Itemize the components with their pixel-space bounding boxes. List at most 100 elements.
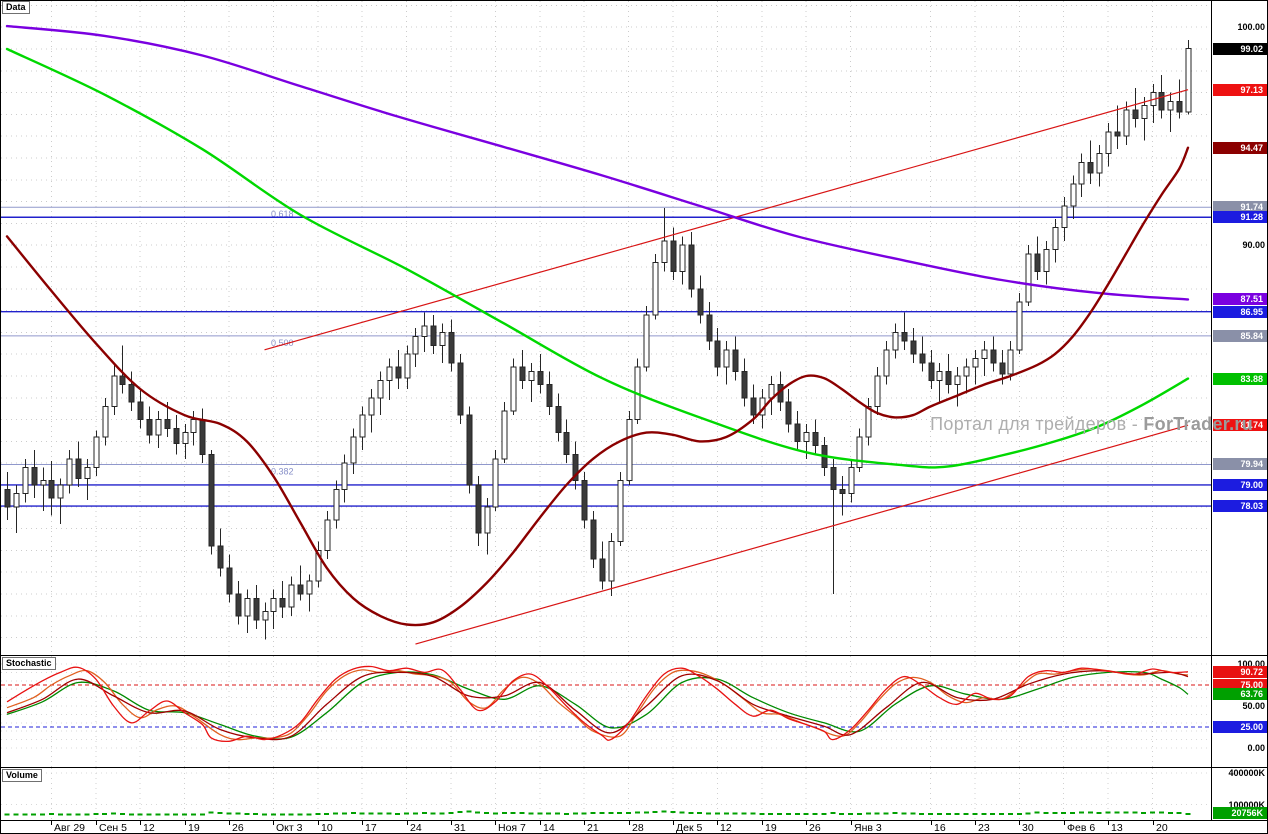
price-chart-canvas[interactable]: 0.618 0.500 0.382 [1, 1, 1211, 655]
date-label: Фев 6 [1067, 822, 1096, 834]
price-axis-badge: 97.13 [1213, 83, 1267, 96]
fib-label: 0.618 [271, 209, 294, 219]
date-tick [762, 821, 763, 825]
price-axis-column[interactable]: 100.00 90.00 99.02 97.13 94.47 91.74 91.28 87.5… [1211, 1, 1267, 821]
panel-divider [1, 655, 1267, 656]
date-label: 24 [410, 822, 422, 834]
stoch-axis-label: 50.00 [1242, 701, 1265, 711]
stoch-k2[interactable] [6, 668, 1189, 741]
date-tick [851, 821, 852, 825]
date-label: Янв 3 [854, 822, 882, 834]
date-tick [273, 821, 274, 825]
volume-axis-label: 400000K [1228, 768, 1265, 778]
date-tick [362, 821, 363, 825]
stoch-axis-badge: 75.00 [1213, 679, 1267, 691]
date-label: 10 [321, 822, 333, 834]
panel-tab-stochastic[interactable]: Stochastic [2, 657, 56, 670]
stoch-axis-badge: 63.76 [1213, 688, 1267, 701]
watermark-brand: ForTrader.ru [1143, 414, 1253, 434]
panel-tab-volume[interactable]: Volume [2, 769, 42, 782]
panel-tab-data[interactable]: Data [2, 1, 30, 14]
date-tick [540, 821, 541, 825]
trendlines[interactable] [264, 89, 1189, 645]
price-axis-badge: 94.47 [1213, 141, 1267, 154]
date-tick [96, 821, 97, 825]
price-axis-badge: 91.28 [1213, 211, 1267, 224]
stoch-axis-label: 0.00 [1247, 743, 1265, 753]
stochastic-canvas[interactable] [1, 656, 1211, 767]
date-tick [584, 821, 585, 825]
price-axis-badge: 79.94 [1213, 458, 1267, 471]
panel-tab-stochastic-label: Stochastic [6, 658, 52, 668]
stoch-d2[interactable] [6, 670, 1189, 741]
date-tick [407, 821, 408, 825]
volume-grid [1, 768, 1211, 820]
date-tick [1153, 821, 1154, 825]
watermark: Портал для трейдеров - ForTrader.ru [930, 414, 1253, 435]
stoch-axis-badge: 90.72 [1213, 665, 1267, 678]
date-label: Авг 29 [54, 822, 86, 834]
date-tick [495, 821, 496, 825]
date-tick [806, 821, 807, 825]
date-tick [931, 821, 932, 825]
ma-short-darkred[interactable] [5, 146, 1190, 627]
date-tick [717, 821, 718, 825]
panel-divider [1, 767, 1267, 768]
stoch-fast-k[interactable] [6, 665, 1189, 743]
volume-bars[interactable] [4, 810, 1191, 816]
stoch-slow-d[interactable] [6, 671, 1189, 740]
date-tick [318, 821, 319, 825]
date-tick [629, 821, 630, 825]
date-tick [1064, 821, 1065, 825]
date-axis[interactable]: Авг 29 Сен 5 12 19 26 Окт 3 10 17 24 31 Ноя 7 14 21 2… [1, 821, 1267, 834]
volume-axis-badge: 20756K [1213, 806, 1267, 819]
date-tick [229, 821, 230, 825]
price-axis-badge: 86.95 [1213, 305, 1267, 318]
volume-axis-label: 100000K [1228, 799, 1265, 810]
date-label: Дек 5 [676, 822, 703, 834]
price-axis-badge: 91.74 [1213, 201, 1267, 214]
date-label: 31 [454, 822, 466, 834]
stoch-axis-badge: 25.00 [1213, 721, 1267, 733]
candlesticks[interactable] [4, 40, 1192, 640]
date-tick [975, 821, 976, 825]
date-tick [51, 821, 52, 825]
stochastic-panel [1, 656, 1211, 767]
fib-label: 0.500 [271, 338, 294, 348]
price-axis-badge: 85.84 [1213, 329, 1267, 342]
date-label: 30 [1022, 822, 1034, 834]
price-chart-panel: 0.618 0.500 0.382 [1, 1, 1211, 655]
ma-long-purple[interactable] [5, 24, 1190, 301]
date-tick [451, 821, 452, 825]
fibonacci-levels[interactable]: 0.618 0.500 0.382 [1, 206, 1211, 476]
date-label: Сен 5 [99, 822, 127, 834]
date-label: 26 [232, 822, 244, 834]
date-label: 13 [1111, 822, 1123, 834]
panel-divider [1, 820, 1267, 821]
price-axis-badge: 83.88 [1213, 372, 1267, 385]
volume-panel [1, 768, 1211, 820]
date-label: 14 [543, 822, 555, 834]
date-tick [1108, 821, 1109, 825]
ma-medium-green[interactable] [5, 47, 1190, 469]
date-label: 23 [978, 822, 990, 834]
date-tick [140, 821, 141, 825]
date-label: 12 [143, 822, 155, 834]
price-axis-label: 90.00 [1242, 240, 1265, 251]
price-axis-badge: 87.51 [1213, 293, 1267, 306]
support-resistance-lines[interactable] [1, 216, 1211, 507]
date-tick [185, 821, 186, 825]
price-axis-badge: 78.03 [1213, 500, 1267, 513]
date-label: Окт 3 [276, 822, 303, 834]
fib-label: 0.382 [271, 466, 294, 476]
date-label: 20 [1156, 822, 1168, 834]
date-label: 17 [365, 822, 377, 834]
date-tick [1019, 821, 1020, 825]
price-grid [1, 1, 1211, 655]
price-axis-badge: 81.74 [1213, 419, 1267, 432]
date-label: 21 [587, 822, 599, 834]
volume-canvas[interactable] [1, 768, 1211, 820]
date-label: Ноя 7 [498, 822, 526, 834]
price-axis-label: 100.00 [1237, 22, 1265, 33]
